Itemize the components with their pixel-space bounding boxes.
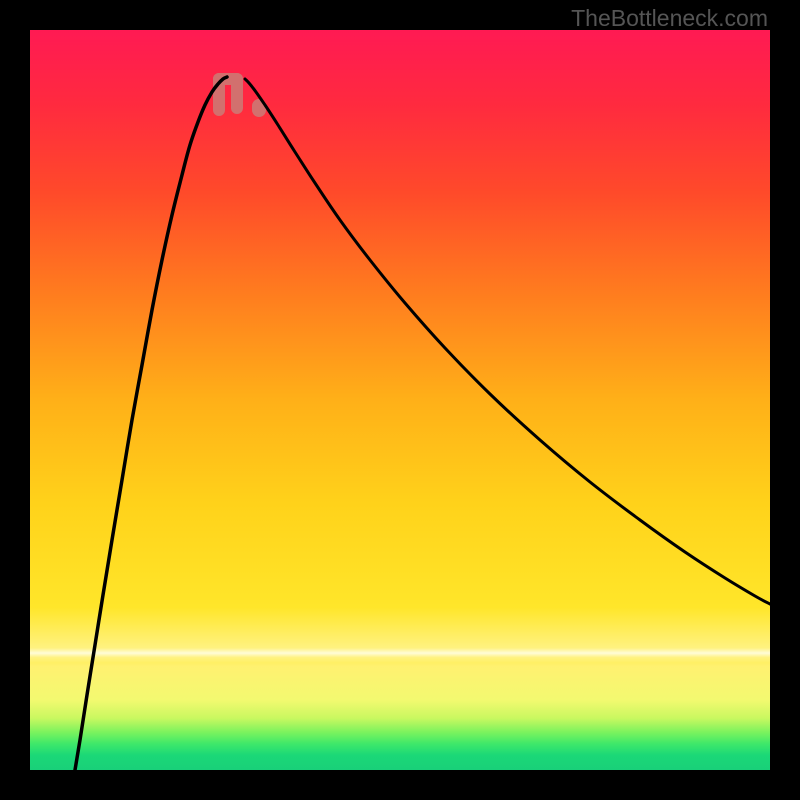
chart-container: TheBottleneck.com [0,0,800,800]
watermark-text: TheBottleneck.com [571,5,768,32]
gradient-background [30,30,770,770]
